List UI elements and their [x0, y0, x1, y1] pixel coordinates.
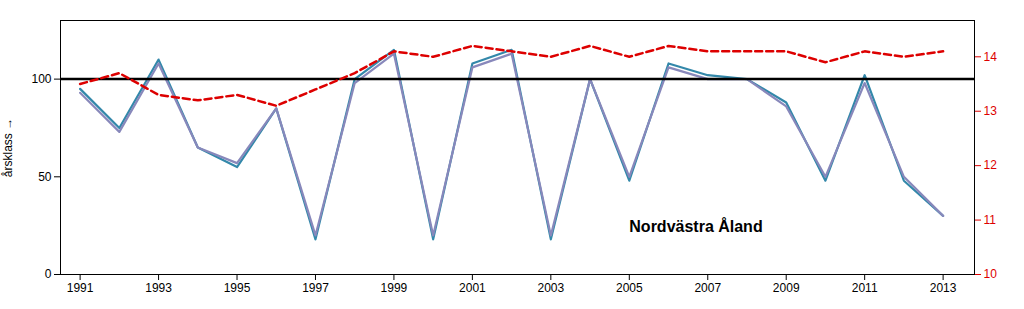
svg-text:2013: 2013 [930, 281, 957, 295]
svg-text:0: 0 [45, 267, 52, 281]
svg-text:1997: 1997 [302, 281, 329, 295]
svg-text:Nordvästra Åland: Nordvästra Åland [629, 217, 762, 235]
svg-text:årsklass →: årsklass → [1, 118, 15, 177]
svg-text:1993: 1993 [145, 281, 172, 295]
svg-text:1991: 1991 [67, 281, 94, 295]
svg-text:100: 100 [31, 72, 51, 86]
svg-text:50: 50 [38, 170, 52, 184]
svg-text:2003: 2003 [537, 281, 564, 295]
svg-text:10: 10 [984, 267, 998, 281]
svg-text:11: 11 [984, 213, 997, 227]
svg-text:13: 13 [984, 104, 998, 118]
svg-text:2011: 2011 [852, 281, 878, 295]
svg-text:2009: 2009 [773, 281, 800, 295]
svg-text:14: 14 [984, 50, 998, 64]
svg-text:2007: 2007 [694, 281, 721, 295]
svg-text:1999: 1999 [381, 281, 408, 295]
svg-text:12: 12 [984, 158, 998, 172]
svg-text:2001: 2001 [459, 281, 486, 295]
svg-text:1995: 1995 [224, 281, 251, 295]
svg-text:2005: 2005 [616, 281, 643, 295]
